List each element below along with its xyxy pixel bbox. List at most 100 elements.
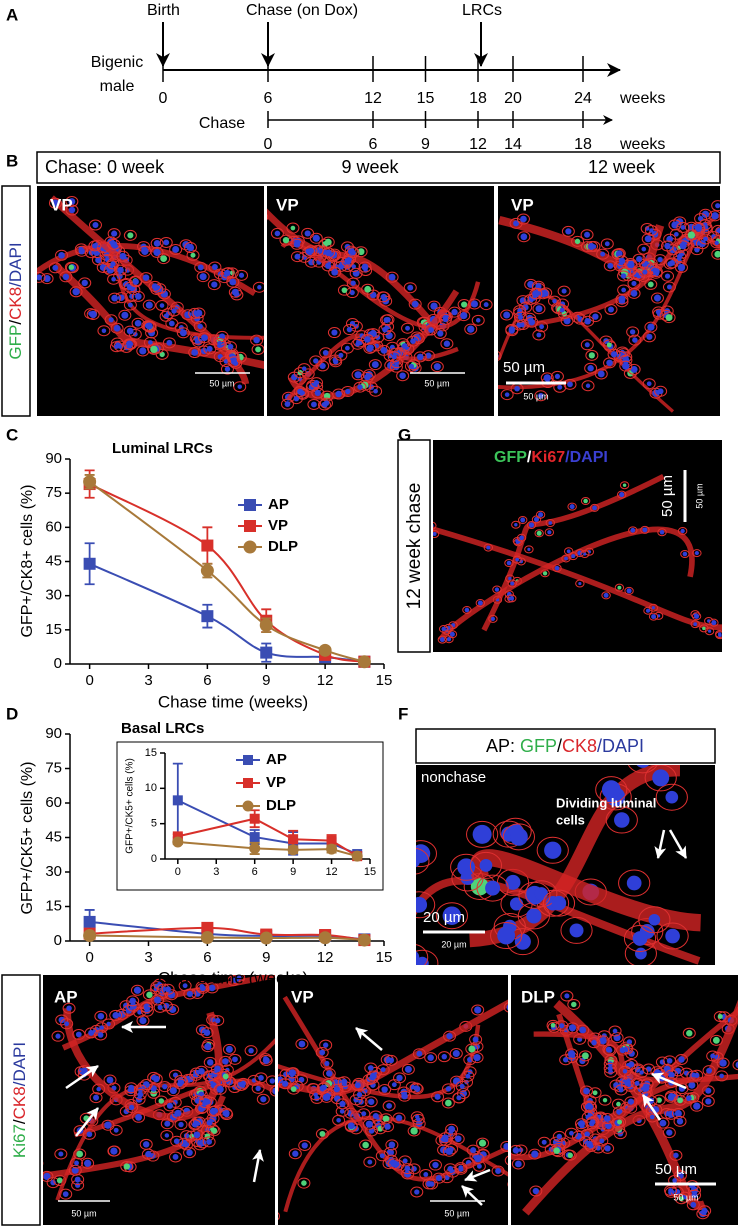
cell	[193, 1139, 207, 1151]
legend-label: VP	[268, 517, 288, 534]
nucleus	[644, 226, 650, 231]
cell	[309, 355, 323, 367]
cell	[208, 1105, 222, 1117]
nucleus	[356, 1091, 363, 1098]
cell	[259, 1054, 273, 1066]
cell	[280, 398, 294, 410]
cell	[219, 1070, 233, 1082]
marker	[249, 832, 260, 843]
cell	[612, 248, 626, 260]
cell	[702, 1065, 716, 1077]
cell	[369, 385, 383, 397]
nucleus	[386, 1148, 395, 1157]
nucleus	[217, 353, 223, 360]
nucleus	[430, 302, 438, 310]
cell	[195, 981, 209, 993]
nucleus	[126, 283, 134, 291]
cell	[441, 1083, 455, 1095]
nucleus	[614, 812, 630, 828]
nucleus	[167, 991, 176, 999]
nucleus	[574, 238, 581, 245]
nucleus	[416, 1117, 421, 1122]
x-tick-label: 3	[213, 866, 219, 878]
nucleus	[182, 983, 188, 989]
nucleus	[649, 1114, 655, 1120]
nucleus	[476, 1163, 482, 1169]
marker	[357, 933, 371, 947]
image-label: VP	[50, 195, 73, 214]
nucleus	[559, 307, 565, 313]
cell	[611, 248, 625, 260]
header-label: 12 week	[588, 157, 656, 177]
cell	[139, 272, 153, 284]
nucleus	[159, 351, 165, 358]
y-axis-label: GFP+/CK5+ cells (%)	[19, 762, 36, 915]
nucleus	[364, 374, 371, 381]
cell	[150, 237, 164, 249]
nucleus	[515, 557, 520, 562]
cell	[164, 989, 178, 1001]
nucleus	[432, 1161, 439, 1169]
cell	[211, 1015, 225, 1027]
nucleus	[390, 1160, 398, 1168]
cell	[600, 238, 614, 250]
nucleus	[375, 334, 381, 340]
cell	[65, 204, 79, 216]
cell	[580, 229, 594, 241]
scale-label: 50 µm	[655, 1161, 697, 1178]
cell	[552, 1142, 566, 1154]
nucleus	[428, 327, 434, 333]
arrow	[641, 1094, 662, 1121]
cell	[250, 334, 264, 346]
x-tick-label: 0	[175, 866, 181, 878]
cell	[136, 1015, 150, 1027]
cell	[476, 874, 509, 902]
cell	[662, 1127, 676, 1139]
cell	[82, 1128, 96, 1140]
cell	[698, 1205, 712, 1217]
legend-label: VP	[266, 774, 286, 791]
cell	[92, 1083, 106, 1095]
nucleus	[405, 325, 410, 331]
nucleus	[512, 1147, 520, 1154]
nucleus	[423, 1172, 429, 1177]
nucleus	[97, 1032, 104, 1038]
cell	[320, 1091, 334, 1103]
cell	[407, 359, 421, 371]
cell	[529, 1185, 543, 1197]
nucleus	[357, 384, 363, 390]
cell	[409, 1082, 423, 1094]
cell	[440, 338, 454, 350]
cell	[62, 1002, 76, 1014]
nucleus	[581, 1052, 589, 1060]
header-box	[36, 151, 721, 184]
cell	[290, 238, 304, 250]
nucleus	[642, 1084, 650, 1092]
nucleus	[465, 1073, 471, 1079]
nucleus	[452, 1049, 460, 1058]
nucleus	[550, 1022, 556, 1028]
nucleus	[126, 327, 134, 335]
cell	[709, 618, 719, 627]
nucleus	[407, 284, 414, 291]
cell	[123, 299, 137, 311]
nucleus	[448, 1125, 456, 1133]
nucleus	[516, 322, 522, 328]
nucleus	[58, 251, 65, 259]
cell	[428, 1159, 442, 1171]
cell	[664, 1185, 678, 1197]
nucleus	[617, 585, 622, 590]
stain-label: AP: GFP/CK8/DAPI	[486, 736, 644, 756]
cell	[200, 1027, 214, 1039]
cell	[233, 381, 247, 393]
nucleus	[223, 359, 229, 364]
unit-label: weeks	[619, 90, 665, 107]
cell	[571, 235, 585, 247]
nucleus	[367, 1159, 373, 1165]
cell	[648, 612, 659, 621]
nucleus	[605, 1122, 612, 1130]
nucleus	[345, 388, 351, 395]
cell	[560, 990, 574, 1002]
